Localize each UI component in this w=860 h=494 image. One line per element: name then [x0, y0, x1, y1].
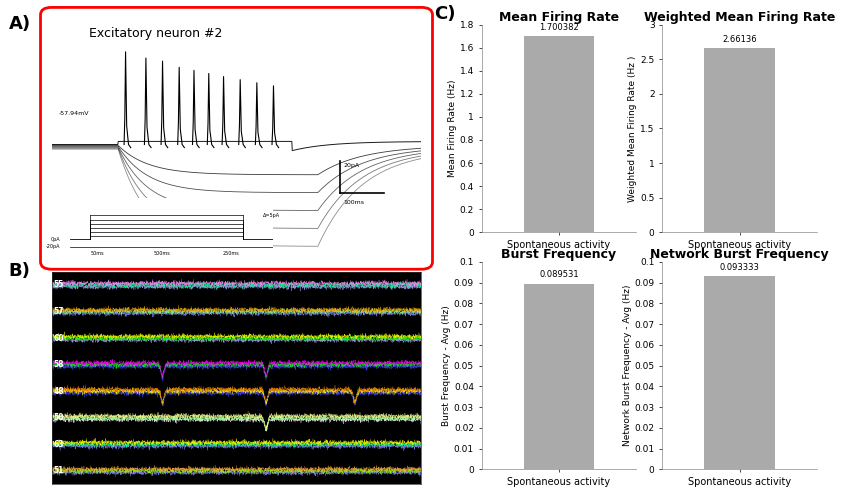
Title: Burst Frequency: Burst Frequency [501, 247, 617, 261]
Title: Mean Firing Rate: Mean Firing Rate [499, 10, 619, 24]
Text: C): C) [434, 5, 456, 23]
Text: 1.700382: 1.700382 [539, 23, 579, 32]
Text: 51: 51 [53, 466, 64, 475]
Y-axis label: Weighted Mean Firing Rate (Hz ): Weighted Mean Firing Rate (Hz ) [629, 55, 637, 202]
Text: 50: 50 [53, 413, 64, 422]
Text: B): B) [9, 262, 30, 280]
Text: A): A) [9, 15, 31, 33]
Title: Weighted Mean Firing Rate: Weighted Mean Firing Rate [644, 10, 835, 24]
Text: 48: 48 [53, 387, 64, 396]
Text: 60: 60 [53, 333, 64, 342]
Y-axis label: Network Burst Frequency - Avg (Hz): Network Burst Frequency - Avg (Hz) [623, 285, 631, 446]
Text: Excitatory neuron #2: Excitatory neuron #2 [89, 27, 222, 40]
Y-axis label: Burst Frequency - Avg (Hz): Burst Frequency - Avg (Hz) [442, 305, 451, 426]
Text: 20pA: 20pA [344, 163, 359, 168]
Text: -57.94mV: -57.94mV [59, 111, 89, 116]
Text: 100ms: 100ms [344, 200, 365, 205]
Text: 63: 63 [53, 440, 64, 449]
Text: 55: 55 [53, 281, 64, 289]
FancyBboxPatch shape [40, 7, 433, 269]
Title: Network Burst Frequency: Network Burst Frequency [650, 247, 829, 261]
Y-axis label: Mean Firing Rate (Hz): Mean Firing Rate (Hz) [448, 80, 457, 177]
Bar [704, 48, 775, 232]
Text: 2.66136: 2.66136 [722, 35, 757, 44]
Bar [704, 276, 775, 469]
Text: 0.089531: 0.089531 [539, 270, 579, 280]
Text: 0.093333: 0.093333 [720, 262, 759, 272]
Bar [524, 284, 594, 469]
Text: 57: 57 [53, 307, 64, 316]
Text: 58: 58 [53, 360, 64, 369]
Bar [524, 36, 594, 232]
